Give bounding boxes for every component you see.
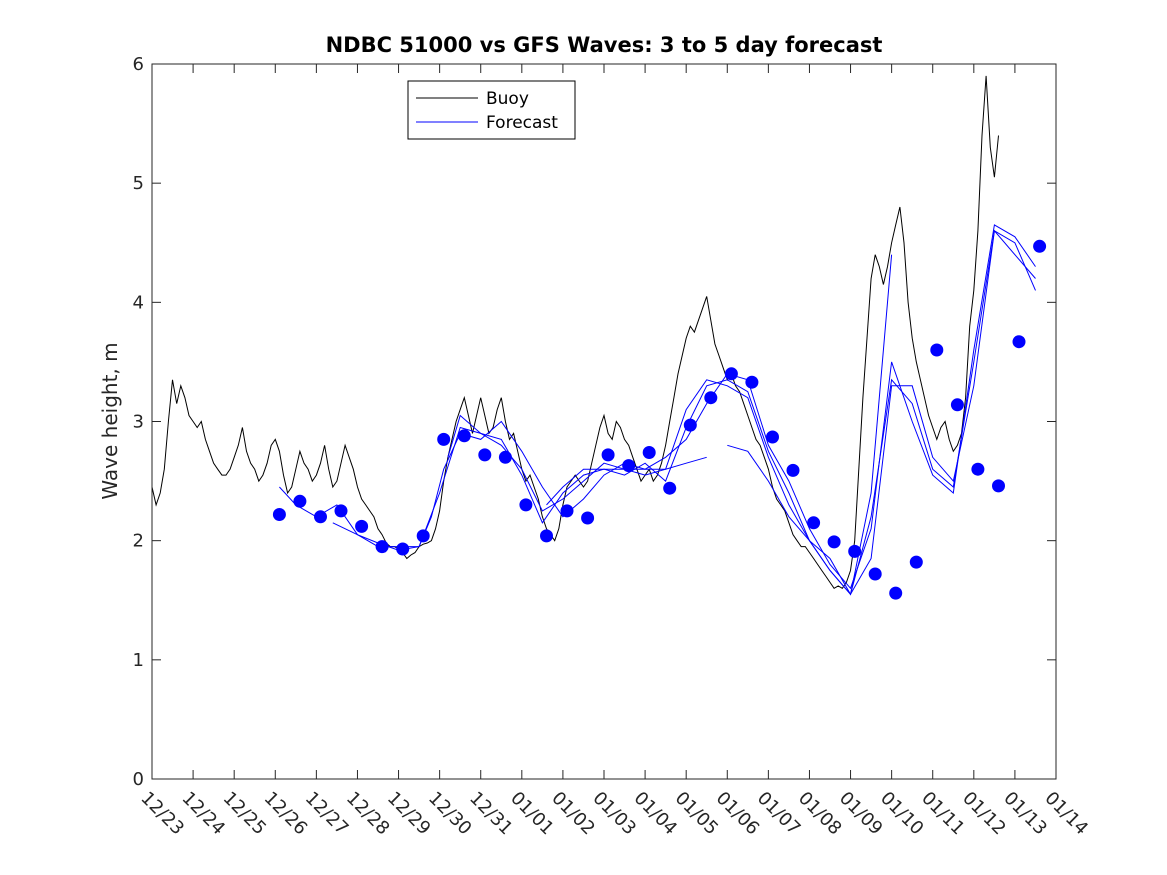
legend-forecast-label: Forecast xyxy=(486,113,558,133)
forecast-marker-35 xyxy=(992,479,1005,493)
y-tick-label-1: 1 xyxy=(133,650,144,671)
forecast-marker-26 xyxy=(807,516,821,530)
chart-title: NDBC 51000 vs GFS Waves: 3 to 5 day fore… xyxy=(326,33,883,57)
legend: Buoy Forecast xyxy=(407,80,576,140)
forecast-marker-30 xyxy=(889,586,903,600)
forecast-marker-20 xyxy=(683,418,697,432)
forecast-marker-2 xyxy=(314,510,327,524)
y-tick-label-3: 3 xyxy=(133,412,144,433)
forecast-marker-18 xyxy=(642,446,656,459)
forecast-marker-28 xyxy=(848,544,862,558)
y-tick-label-5: 5 xyxy=(133,173,144,194)
forecast-marker-10 xyxy=(478,448,492,462)
buoy-series-line xyxy=(151,75,999,589)
y-tick-label-6: 6 xyxy=(133,54,144,75)
forecast-marker-12 xyxy=(519,498,533,512)
y-tick-label-4: 4 xyxy=(133,292,144,313)
forecast-series-line-3 xyxy=(447,229,1036,596)
forecast-marker-13 xyxy=(540,529,553,543)
forecast-marker-33 xyxy=(950,398,964,412)
forecast-marker-5 xyxy=(375,540,389,554)
forecast-marker-25 xyxy=(786,463,800,477)
forecast-marker-19 xyxy=(663,481,677,495)
y-tick-label-2: 2 xyxy=(133,531,144,552)
forecast-marker-27 xyxy=(827,535,841,549)
forecast-marker-34 xyxy=(971,462,985,476)
forecast-marker-6 xyxy=(396,542,410,556)
forecast-marker-17 xyxy=(622,459,636,473)
forecast-marker-1 xyxy=(293,494,307,508)
forecast-marker-16 xyxy=(601,448,615,462)
forecast-marker-32 xyxy=(930,343,944,357)
marker-layer xyxy=(272,239,1047,600)
legend-buoy-label: Buoy xyxy=(486,89,529,109)
forecast-marker-7 xyxy=(416,529,430,543)
forecast-marker-22 xyxy=(724,367,738,381)
y-axis-label: Wave height, m xyxy=(98,342,122,499)
legend-box xyxy=(407,80,576,140)
forecast-marker-29 xyxy=(868,567,882,581)
forecast-marker-8 xyxy=(437,432,451,446)
forecast-marker-4 xyxy=(355,519,369,533)
forecast-marker-14 xyxy=(560,504,574,518)
forecast-marker-24 xyxy=(766,430,779,444)
forecast-series-line-5 xyxy=(727,254,893,596)
forecast-marker-31 xyxy=(909,555,923,569)
forecast-marker-9 xyxy=(457,429,471,443)
forecast-marker-36 xyxy=(1012,335,1026,349)
plot-area xyxy=(152,64,1056,779)
forecast-marker-3 xyxy=(334,504,348,518)
forecast-marker-21 xyxy=(704,391,718,405)
forecast-marker-0 xyxy=(272,508,286,521)
forecast-marker-11 xyxy=(498,450,512,464)
y-tick-label-0: 0 xyxy=(133,769,144,790)
forecast-marker-37 xyxy=(1033,239,1047,253)
forecast-marker-23 xyxy=(745,375,759,389)
forecast-marker-15 xyxy=(581,511,595,525)
